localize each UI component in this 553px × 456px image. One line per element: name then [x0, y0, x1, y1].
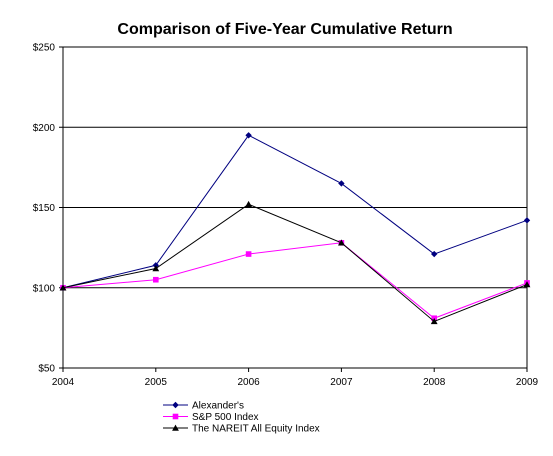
data-point: [523, 281, 531, 288]
legend-entry: Alexander's: [163, 401, 244, 412]
data-point: [338, 239, 345, 246]
legend-entry: The NAREIT All Equity Index: [163, 424, 320, 435]
y-tick-label: $50: [38, 364, 55, 375]
gridlines: [63, 126, 527, 289]
x-tick-label: 2008: [423, 377, 446, 388]
series-line: [62, 242, 528, 319]
y-tick-label: $150: [33, 203, 56, 214]
data-point: [430, 318, 438, 325]
legend-marker: [172, 401, 179, 409]
legend-label: S&P 500 Index: [192, 412, 259, 423]
data-point: [245, 251, 252, 257]
y-axis-ticks: $50 $100 $150 $200 $250: [33, 43, 63, 375]
data-point: [338, 180, 345, 187]
data-point: [523, 217, 531, 224]
series-line: [62, 134, 528, 289]
data-point: [59, 284, 67, 291]
data-point: [245, 200, 252, 208]
data-point: [431, 250, 438, 258]
x-tick-label: 2005: [145, 377, 168, 388]
legend-marker: [172, 424, 179, 431]
data-point: [152, 265, 160, 272]
chart-title: Comparison of Five-Year Cumulative Retur…: [117, 21, 452, 38]
legend-label: Alexander's: [192, 401, 244, 412]
x-axis-ticks: 2004 2005 2006 2007 2008 2009: [52, 368, 539, 388]
x-tick-label: 2004: [52, 377, 75, 388]
legend-entry: S&P 500 Index: [163, 412, 259, 423]
y-tick-label: $200: [33, 123, 56, 134]
data-point: [245, 132, 252, 139]
x-tick-label: 2006: [237, 377, 260, 388]
y-tick-label: $250: [33, 43, 56, 54]
x-tick-label: 2007: [330, 377, 353, 388]
data-point: [153, 276, 159, 283]
series-line: [62, 203, 528, 323]
x-tick-label: 2009: [516, 377, 539, 388]
legend-label: The NAREIT All Equity Index: [192, 424, 320, 435]
legend-marker: [172, 413, 179, 420]
y-tick-label: $100: [33, 283, 56, 294]
series-2: [59, 200, 531, 325]
series-layer: [59, 132, 531, 325]
